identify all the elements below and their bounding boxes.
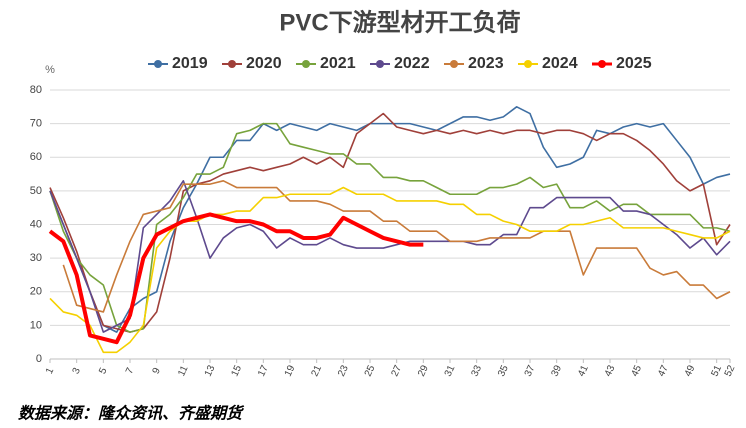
legend-marker	[228, 60, 236, 68]
legend-marker	[598, 60, 606, 68]
y-tick-label: 30	[30, 252, 42, 264]
x-tick-label: 21	[309, 363, 324, 378]
legend-label: 2021	[320, 55, 356, 72]
x-tick-label: 33	[469, 363, 484, 378]
legend-item: 2025	[592, 55, 652, 72]
legend-label: 2019	[172, 55, 208, 72]
x-tick-label: 41	[576, 363, 591, 378]
y-tick-label: 50	[30, 185, 42, 197]
y-tick-label: 10	[30, 319, 42, 331]
x-tick-label: 27	[389, 363, 404, 378]
series-line	[62, 179, 731, 313]
legend-item: 2020	[222, 55, 282, 72]
legend-item: 2019	[148, 55, 208, 72]
x-tick-label: 7	[124, 366, 137, 376]
x-tick-label: 17	[256, 363, 271, 378]
x-tick-label: 51	[709, 363, 724, 378]
x-tick-label: 29	[416, 363, 431, 378]
legend-label: 2024	[542, 55, 578, 72]
legend-item: 2023	[444, 55, 504, 72]
y-tick-label: 70	[30, 118, 42, 130]
y-tick-label: 60	[30, 151, 42, 163]
legend-marker	[524, 60, 532, 68]
x-tick-label: 37	[523, 363, 538, 378]
y-tick-label: 80	[30, 84, 42, 96]
legend-label: 2022	[394, 55, 430, 72]
legend-item: 2021	[296, 55, 356, 72]
legend-label: 2025	[616, 55, 652, 72]
x-tick-label: 35	[496, 363, 511, 378]
x-tick-label: 45	[629, 363, 644, 378]
legend-marker	[450, 60, 458, 68]
x-tick-label: 47	[656, 363, 671, 378]
x-tick-label: 43	[603, 363, 618, 378]
x-tick-label: 13	[203, 363, 218, 378]
legend-marker	[154, 60, 162, 68]
series-line	[49, 186, 731, 354]
x-tick-label: 23	[336, 363, 351, 378]
x-tick-label: 19	[283, 363, 298, 378]
x-tick-label: 49	[683, 363, 698, 378]
source-note: 数据来源：隆众资讯、齐盛期货	[18, 404, 245, 423]
x-tick-label: 15	[229, 363, 244, 378]
y-tick-label: 20	[30, 286, 42, 298]
x-tick-label: 39	[549, 363, 564, 378]
series-line	[48, 212, 424, 345]
y-tick-label: 40	[30, 218, 42, 230]
legend-item: 2024	[518, 55, 578, 72]
x-tick-label: 3	[71, 366, 84, 376]
series-line	[49, 106, 731, 333]
legend-marker	[302, 60, 310, 68]
legend-label: 2020	[246, 55, 282, 72]
x-tick-label: 31	[443, 363, 458, 378]
x-tick-label: 9	[151, 366, 164, 376]
x-tick-label: 5	[97, 366, 110, 376]
series-line	[49, 122, 731, 333]
chart-title: PVC下游型材开工负荷	[279, 8, 520, 36]
series-line	[49, 179, 731, 333]
x-tick-label: 25	[363, 363, 378, 378]
x-tick-label: 1	[44, 366, 57, 376]
y-tick-label: 0	[36, 353, 42, 365]
x-tick-label: 11	[176, 364, 191, 378]
y-unit: %	[45, 64, 55, 76]
series-line	[49, 112, 731, 333]
legend-label: 2023	[468, 55, 504, 72]
legend-marker	[376, 60, 384, 68]
x-tick-label: 52	[723, 363, 738, 378]
legend-item: 2022	[370, 55, 430, 72]
